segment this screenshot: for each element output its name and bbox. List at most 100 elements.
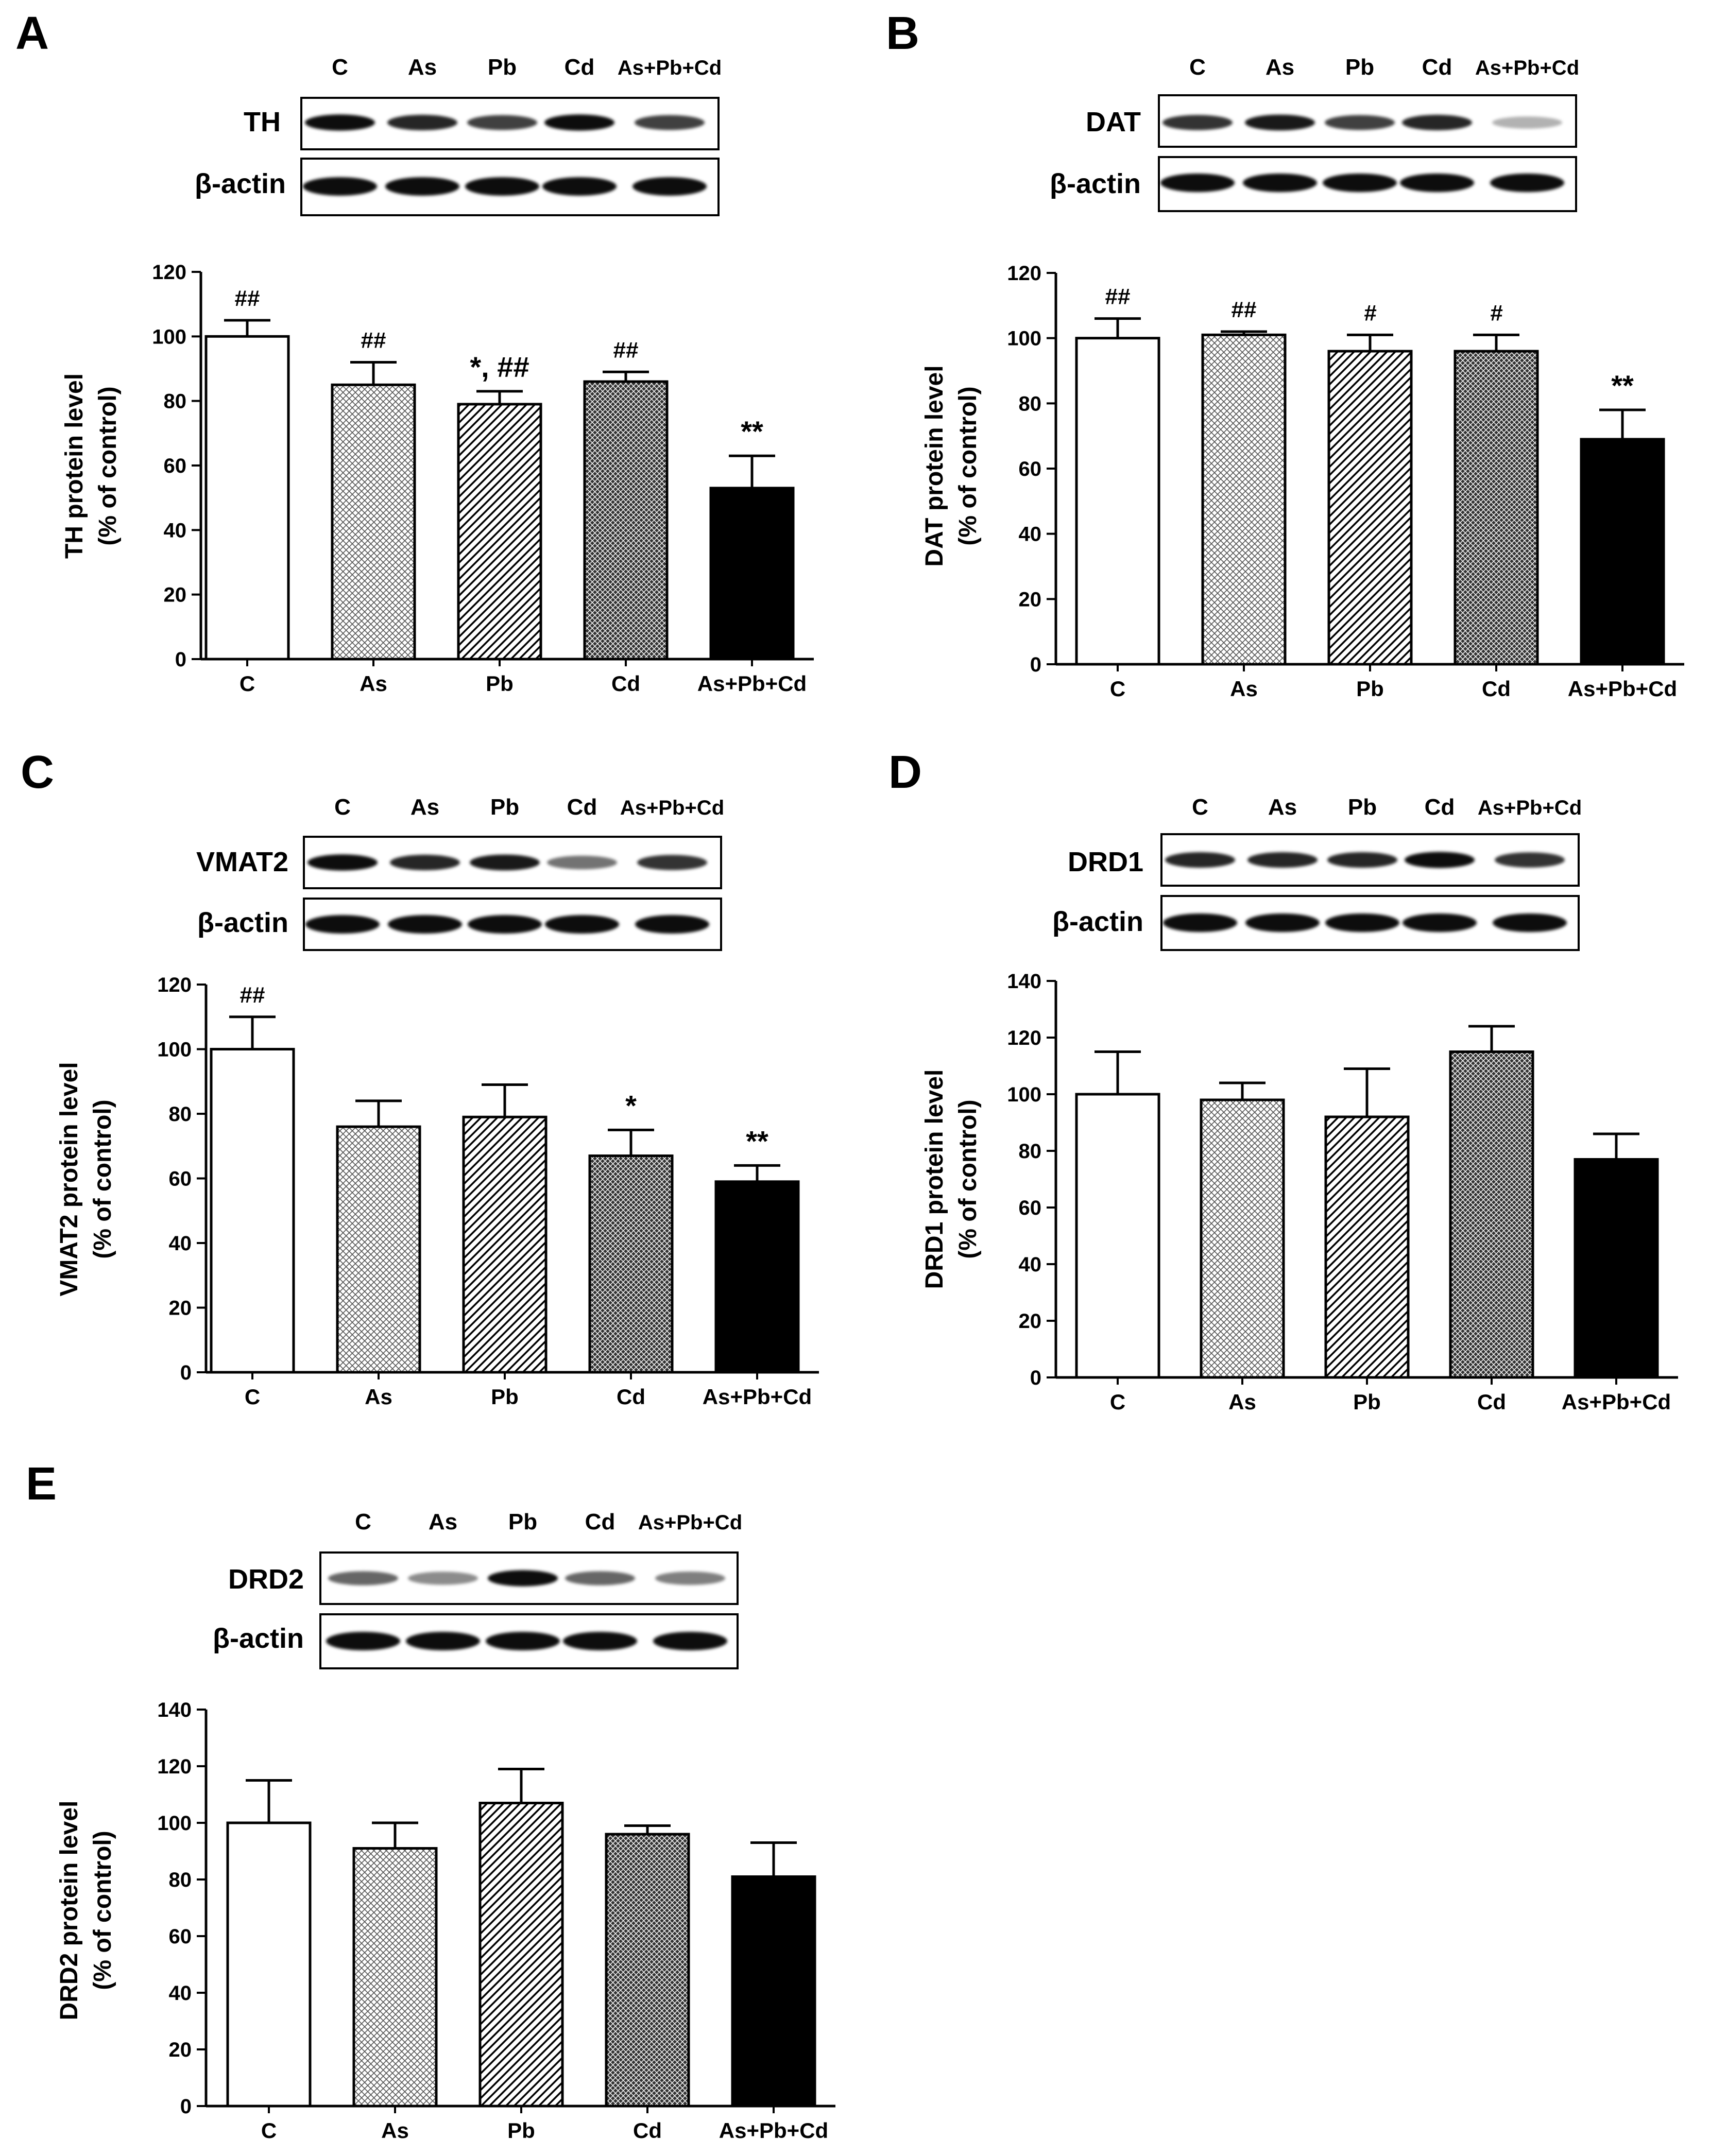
- y-tick-label: 100: [1007, 327, 1041, 350]
- blot-protein-label: DRD1: [1068, 847, 1143, 877]
- protein-band: [305, 114, 375, 131]
- bar: [1454, 350, 1539, 666]
- lane-label: C: [355, 1509, 371, 1534]
- protein-band: [1162, 115, 1233, 130]
- y-tick-label: 60: [1019, 458, 1042, 480]
- x-tick-label: Pb: [486, 671, 514, 696]
- actin-band: [1493, 913, 1567, 932]
- y-tick-label: 0: [1030, 653, 1041, 676]
- protein-band: [387, 114, 457, 131]
- bar: [709, 487, 795, 661]
- y-axis-label: DRD2 protein level: [56, 1801, 83, 2021]
- lane-label: As: [1266, 55, 1294, 80]
- x-tick-label: As+Pb+Cd: [1568, 677, 1677, 701]
- lane-label: Pb: [1345, 55, 1374, 80]
- actin-band: [305, 915, 380, 934]
- lane-label: C: [334, 795, 351, 820]
- y-tick-label: 100: [152, 325, 186, 348]
- protein-band: [408, 1572, 478, 1585]
- y-tick-label: 40: [164, 519, 187, 542]
- lane-label: Cd: [1425, 795, 1455, 820]
- y-axis-label: (% of control): [89, 1099, 116, 1258]
- protein-band: [1325, 115, 1395, 130]
- loading-control-label: β-actin: [195, 168, 286, 199]
- panel-d: D C As Pb Cd As+Pb+Cd DRD1 β-actin DRD1 …: [888, 747, 1678, 1414]
- lane-labels: C As Pb Cd As+Pb+Cd: [332, 55, 722, 80]
- x-tick-label: As+Pb+Cd: [703, 1385, 812, 1409]
- lane-label: Cd: [585, 1509, 615, 1534]
- y-tick-label: 120: [1007, 262, 1041, 285]
- bar: [1574, 1158, 1659, 1379]
- actin-band: [1325, 913, 1399, 932]
- lane-label: Pb: [488, 55, 517, 80]
- bar: [478, 1802, 564, 2108]
- x-tick-label: As+Pb+Cd: [697, 671, 807, 696]
- actin-band: [653, 1632, 727, 1650]
- significance-label: *: [625, 1089, 637, 1122]
- bar: [714, 1180, 800, 1374]
- y-tick-label: 100: [157, 1812, 192, 1835]
- protein-band: [655, 1572, 725, 1585]
- protein-band: [1327, 852, 1397, 868]
- y-tick-label: 120: [152, 261, 186, 284]
- lane-label: As: [429, 1509, 457, 1534]
- blot-bands: [1163, 852, 1567, 932]
- protein-band: [1245, 114, 1315, 131]
- blot-protein-label: DRD2: [228, 1564, 304, 1595]
- y-tick-label: 60: [1019, 1197, 1042, 1219]
- y-tick-label: 120: [157, 1755, 192, 1778]
- y-tick-label: 60: [164, 455, 187, 477]
- y-axis-label: (% of control): [954, 1099, 982, 1258]
- actin-band: [303, 177, 377, 196]
- y-tick-label: 80: [169, 1869, 192, 1891]
- x-tick-label: Cd: [617, 1385, 645, 1409]
- actin-band: [632, 177, 707, 196]
- lane-labels: C As Pb Cd As+Pb+Cd: [334, 795, 724, 820]
- bar: [583, 380, 669, 661]
- protein-band: [328, 1571, 398, 1585]
- x-tick-label: C: [245, 1385, 260, 1409]
- x-tick-label: As: [365, 1385, 392, 1409]
- bar: [588, 1154, 674, 1374]
- x-tick-label: As: [1230, 677, 1258, 701]
- blot-bands: [326, 1570, 727, 1650]
- y-tick-label: 0: [180, 1361, 192, 1384]
- x-tick-label: As: [360, 671, 387, 696]
- x-tick-label: C: [261, 2118, 277, 2143]
- panel-a: A C As Pb Cd As+Pb+Cd TH β-actin TH prot…: [15, 8, 814, 696]
- bar: [457, 403, 542, 661]
- actin-band: [1490, 174, 1564, 192]
- significance-label: ##: [613, 337, 639, 363]
- protein-band: [1247, 852, 1318, 868]
- y-tick-label: 20: [169, 1297, 192, 1320]
- actin-band: [1400, 174, 1474, 192]
- protein-band: [307, 854, 378, 871]
- bar: [462, 1115, 548, 1374]
- x-tick-label: Cd: [611, 671, 640, 696]
- loading-control-label: β-actin: [1052, 906, 1143, 937]
- panel-b: B C As Pb Cd As+Pb+Cd DAT β-actin DAT pr…: [886, 8, 1684, 701]
- significance-label: ##: [1232, 297, 1257, 322]
- y-axis-label: DRD1 protein level: [921, 1070, 948, 1289]
- actin-band: [1243, 174, 1317, 192]
- bar: [1201, 333, 1287, 666]
- y-tick-label: 20: [169, 2039, 192, 2061]
- y-tick-label: 20: [164, 584, 187, 607]
- y-tick-label: 80: [1019, 1140, 1042, 1163]
- lane-label: As+Pb+Cd: [1475, 57, 1579, 79]
- actin-band: [563, 1632, 637, 1650]
- protein-band: [1495, 852, 1565, 868]
- significance-label: **: [1611, 369, 1634, 402]
- significance-label: ##: [361, 327, 386, 353]
- y-tick-label: 80: [1019, 392, 1042, 415]
- protein-band: [635, 115, 705, 130]
- protein-band: [544, 114, 614, 131]
- x-tick-label: As: [381, 2118, 409, 2143]
- y-tick-label: 80: [164, 390, 187, 413]
- y-tick-label: 0: [180, 2095, 192, 2118]
- panel-label: E: [26, 1458, 57, 1510]
- actin-band: [545, 915, 619, 934]
- protein-band: [1492, 116, 1562, 129]
- panel-e: E C As Pb Cd As+Pb+Cd DRD2 β-actin DRD2 …: [26, 1458, 835, 2143]
- bar-chart: TH protein level (% of control) 0 20 40 60 8…: [61, 261, 814, 696]
